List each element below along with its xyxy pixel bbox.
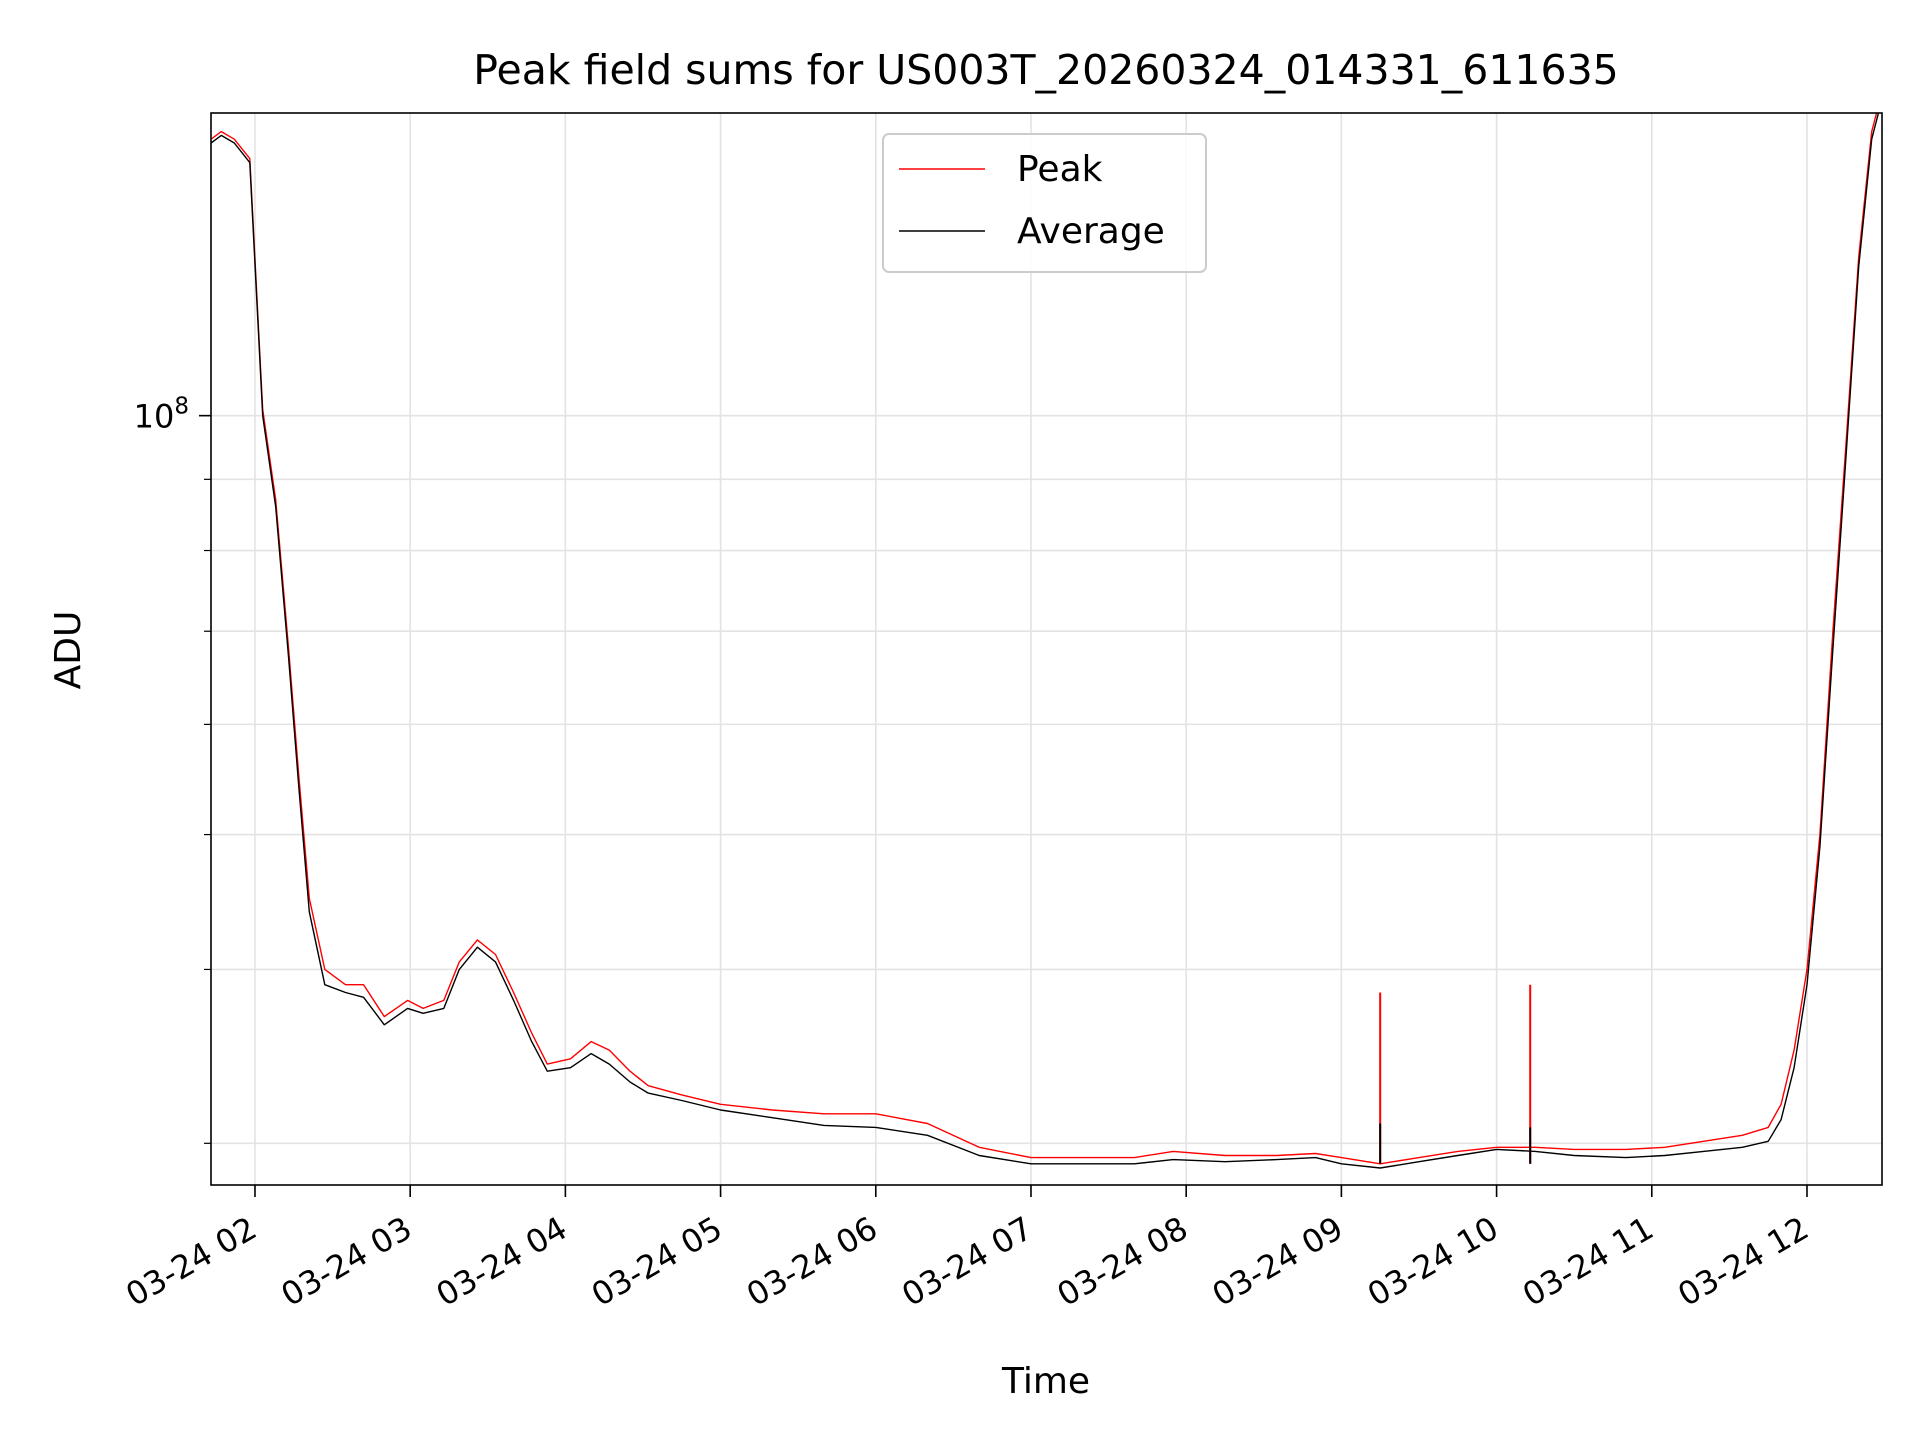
y-axis-label: ADU <box>48 611 89 690</box>
plot-frame <box>210 112 1883 1186</box>
series-line-peak <box>211 113 1878 1165</box>
x-axis-label: Time <box>1001 1361 1090 1402</box>
y-tick-label: 108 <box>134 394 189 436</box>
y-axis: 108 <box>134 394 211 1144</box>
chart-title: Peak field sums for US003T_20260324_0143… <box>473 46 1619 94</box>
series-layer <box>211 113 1880 1169</box>
legend: Peak Average <box>882 133 1207 273</box>
plot-series-group <box>211 113 1880 1169</box>
grid-lines <box>211 113 1882 1185</box>
legend-peak-label: Peak <box>1017 149 1103 190</box>
legend-average-label: Average <box>1017 211 1165 252</box>
series-line-average <box>211 113 1880 1169</box>
